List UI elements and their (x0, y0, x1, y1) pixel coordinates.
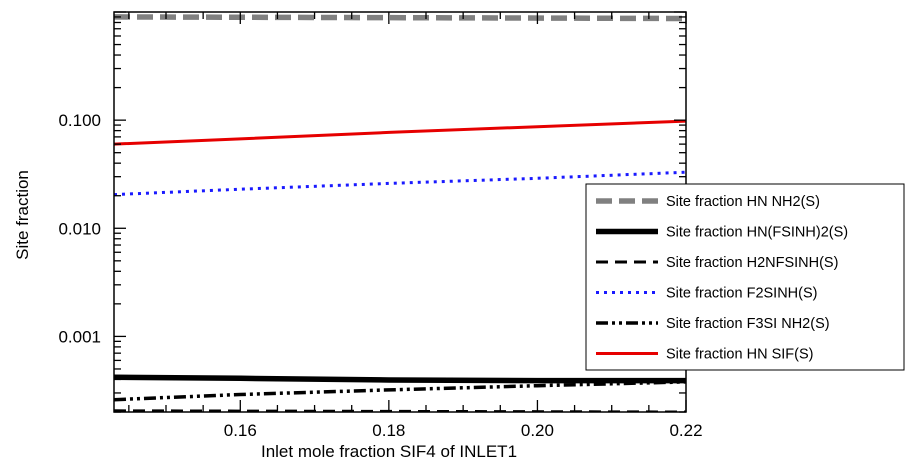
series-line-1 (114, 14, 686, 22)
y-tick-label: 0.010 (58, 219, 101, 238)
series-line-2 (114, 374, 686, 384)
y-axis-label: Site fraction (13, 170, 32, 260)
series-line-5 (114, 380, 686, 402)
y-tick-label: 0.001 (58, 327, 101, 346)
x-tick-label: 0.16 (224, 421, 257, 440)
x-tick-label: 0.22 (669, 421, 702, 440)
x-tick-label: 0.20 (521, 421, 554, 440)
y-tick-label: 0.100 (58, 111, 101, 130)
legend-label: Site fraction F3SI NH2(S) (666, 316, 830, 332)
legend-label: Site fraction HN SIF(S) (666, 347, 813, 363)
legend-box (585, 183, 905, 371)
series-line-4 (114, 170, 686, 197)
x-tick-label: 0.18 (372, 421, 405, 440)
series-line-6 (114, 119, 686, 146)
legend-label: Site fraction HN(FSINH)2(S) (666, 225, 848, 241)
x-axis-label: Inlet mole fraction SIF4 of INLET1 (261, 442, 517, 461)
legend-label: Site fraction HN NH2(S) (666, 194, 820, 210)
legend-label: Site fraction H2NFSINH(S) (666, 255, 838, 271)
legend: Site fraction HN NH2(S) Site fraction HN(… (585, 183, 905, 371)
legend-label: Site fraction F2SINH(S) (666, 286, 818, 302)
